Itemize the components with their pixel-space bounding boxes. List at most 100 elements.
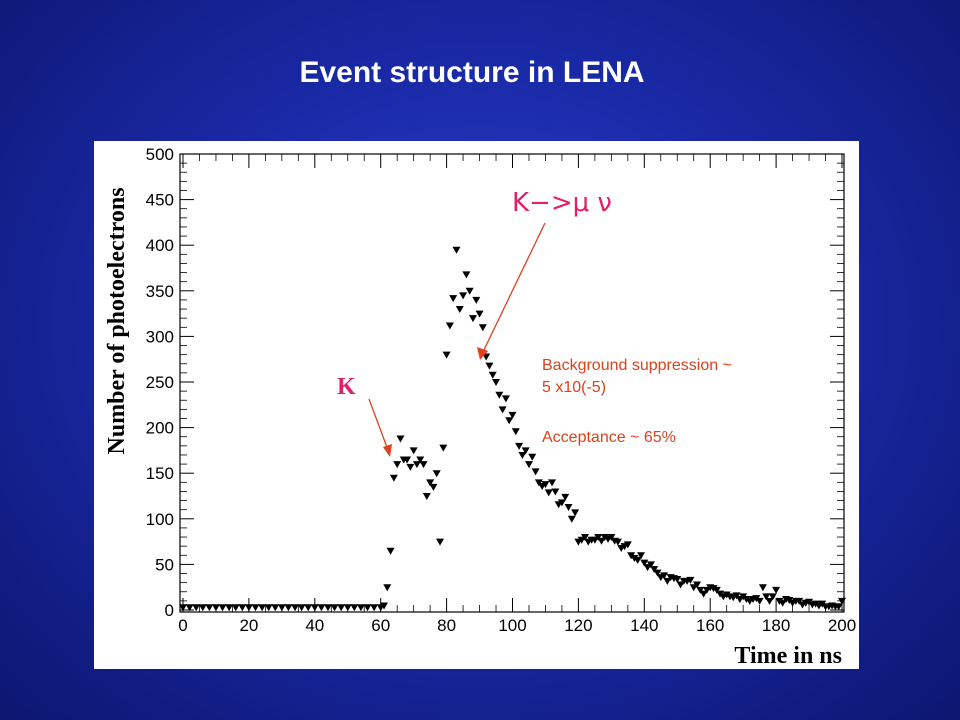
data-point — [673, 575, 682, 583]
data-point — [455, 306, 464, 314]
data-point — [580, 534, 589, 542]
data-point — [742, 596, 751, 604]
data-point — [323, 604, 332, 612]
data-point — [834, 603, 843, 611]
data-point — [541, 481, 550, 489]
data-point — [567, 515, 576, 523]
data-point — [449, 295, 458, 303]
data-point — [640, 559, 649, 567]
data-point — [231, 604, 240, 612]
data-point — [637, 552, 646, 560]
data-point — [597, 537, 606, 545]
data-point — [755, 597, 764, 605]
data-point — [551, 488, 560, 496]
y-axis-ticks: 0 50 100 150 200 250 300 350 400 450 500 — [146, 145, 844, 620]
data-point — [495, 391, 504, 399]
data-point — [310, 604, 319, 612]
data-point — [758, 584, 767, 592]
data-markers — [179, 246, 846, 612]
data-point — [548, 479, 557, 487]
data-point — [426, 479, 435, 487]
plot-panel: 0 50 100 150 200 250 300 350 400 450 500 0 20 40 60 80… — [94, 141, 859, 669]
data-point — [403, 456, 412, 464]
y-tick-label: 0 — [165, 601, 174, 620]
data-point — [795, 597, 804, 605]
data-point — [264, 604, 273, 612]
data-point — [693, 581, 702, 589]
data-point — [838, 597, 846, 605]
data-point — [709, 585, 718, 593]
data-point — [518, 451, 527, 459]
x-tick-label: 0 — [178, 616, 187, 635]
data-point — [564, 503, 573, 511]
data-point — [356, 604, 365, 612]
data-point — [544, 489, 553, 497]
y-tick-label: 50 — [155, 555, 174, 574]
data-point — [501, 395, 510, 403]
data-point — [277, 604, 286, 612]
data-point — [284, 604, 293, 612]
data-point — [330, 604, 339, 612]
plot-frame — [179, 153, 845, 613]
data-point — [646, 561, 655, 569]
data-point — [485, 362, 494, 370]
data-point — [623, 541, 632, 549]
data-point — [768, 593, 777, 601]
data-point — [459, 292, 468, 300]
data-point — [492, 379, 501, 386]
kaon-arrow-head — [383, 444, 392, 457]
data-point — [185, 604, 194, 612]
decay-annotation-label: K−>μ ν — [512, 188, 612, 218]
data-point — [732, 592, 741, 600]
data-point — [775, 597, 784, 605]
decay-arrow-head — [477, 347, 488, 360]
data-point — [465, 287, 474, 295]
background-suppression-line2: 5 x10(-5) — [542, 379, 607, 396]
data-point — [811, 600, 820, 608]
data-point — [442, 351, 451, 359]
data-point — [317, 604, 326, 612]
data-point — [468, 315, 477, 323]
data-point — [778, 599, 787, 607]
data-point — [251, 604, 260, 612]
data-point — [478, 324, 487, 332]
data-point — [238, 604, 247, 612]
y-tick-label: 400 — [146, 236, 174, 255]
x-tick-label: 140 — [630, 616, 658, 635]
data-point — [271, 604, 280, 612]
data-point — [429, 483, 438, 491]
data-point — [594, 534, 603, 542]
x-tick-label: 20 — [239, 616, 258, 635]
x-tick-label: 200 — [828, 616, 856, 635]
y-tick-label: 450 — [146, 191, 174, 210]
data-point — [363, 604, 372, 612]
data-point — [337, 604, 346, 612]
x-tick-label: 40 — [305, 616, 324, 635]
data-point — [712, 586, 721, 594]
x-tick-label: 60 — [371, 616, 390, 635]
data-point — [383, 584, 392, 592]
y-tick-label: 500 — [146, 145, 174, 164]
data-point — [225, 604, 234, 612]
data-point — [515, 442, 524, 450]
acceptance-text: Acceptance ~ 65% — [542, 429, 676, 446]
background-suppression-line1: Background suppression ~ — [542, 357, 732, 374]
x-tick-label: 160 — [696, 616, 724, 635]
data-point — [653, 569, 662, 577]
scatter-chart: 0 50 100 150 200 250 300 350 400 450 500 0 20 40 60 80… — [104, 145, 856, 669]
data-point — [350, 604, 359, 612]
data-point — [198, 604, 207, 612]
data-point — [630, 555, 639, 563]
data-point — [412, 461, 421, 469]
data-point — [370, 604, 379, 612]
x-tick-label: 120 — [564, 616, 592, 635]
data-point — [521, 447, 530, 455]
data-point — [699, 590, 708, 598]
x-axis-ticks: 0 20 40 60 80 100 120 140 160 180 200 — [178, 154, 856, 635]
x-axis-title: Time in ns — [734, 643, 842, 669]
x-tick-label: 180 — [762, 616, 790, 635]
data-point — [524, 461, 533, 469]
data-point — [393, 461, 402, 469]
data-point — [472, 296, 481, 304]
data-point — [475, 310, 484, 318]
